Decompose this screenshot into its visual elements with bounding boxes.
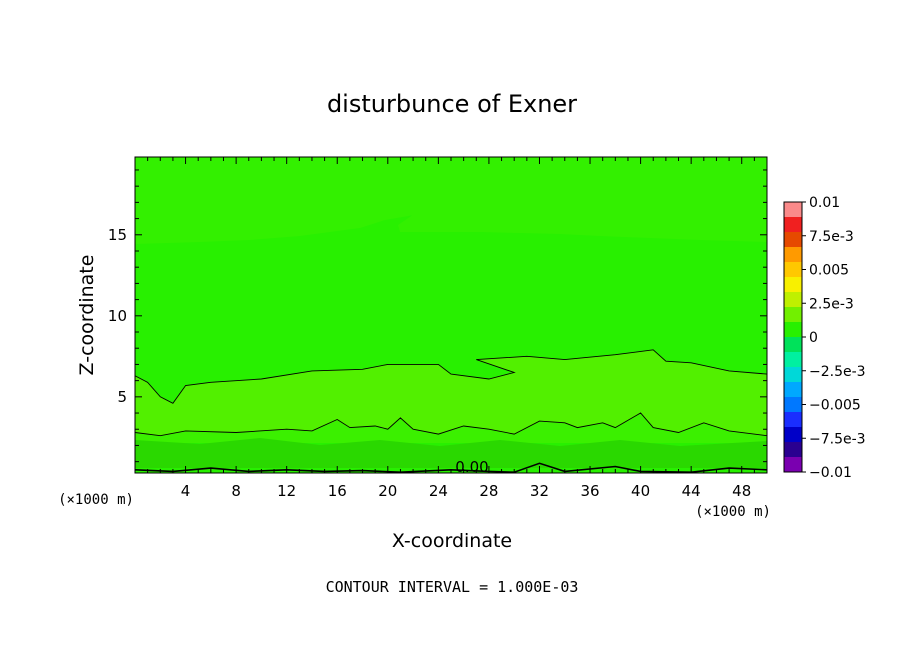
- x-tick-label: 20: [378, 482, 397, 500]
- x-tick-label: 32: [530, 482, 549, 500]
- colorbar-label: 0.01: [809, 195, 840, 211]
- band-mid: [135, 349, 767, 436]
- y-tick-label: 5: [117, 388, 127, 406]
- y-axis-ticks: 5 10 15: [108, 169, 767, 463]
- colorbar-label: −2.5e-3: [809, 364, 866, 380]
- x-tick-label: 8: [231, 482, 241, 500]
- colorbar-label: 7.5e-3: [809, 229, 854, 245]
- colorbar-swatch: [784, 292, 802, 308]
- x-tick-label: 48: [732, 482, 751, 500]
- colorbar-swatch: [784, 277, 802, 293]
- colorbar: [783, 201, 803, 473]
- colorbar-swatch: [784, 427, 802, 443]
- colorbar-swatch: [784, 262, 802, 278]
- colorbar-swatch: [784, 202, 802, 218]
- x-axis-label: X-coordinate: [392, 530, 512, 552]
- contour-bottom: [135, 462, 767, 473]
- x-tick-label: 40: [631, 482, 650, 500]
- band-upper-light: [135, 157, 767, 244]
- colorbar-swatch: [784, 397, 802, 413]
- colorbar-swatch: [784, 442, 802, 458]
- colorbar-label: −0.005: [809, 398, 861, 414]
- colorbar-swatch: [784, 382, 802, 398]
- contour-label: 0.00: [455, 458, 488, 476]
- band-low: [135, 413, 767, 443]
- x-axis-ticks: 4 8 12 16 20 24 28 32 36 40 44 48: [147, 157, 755, 500]
- colorbar-swatch: [784, 412, 802, 428]
- contour-upper: [135, 349, 767, 404]
- colorbar-swatch: [784, 232, 802, 248]
- x-unit-right: (×1000 m): [695, 504, 771, 520]
- colorbar-swatch: [784, 337, 802, 353]
- colorbar-label: 0: [809, 330, 818, 346]
- colorbar-label: −7.5e-3: [809, 431, 866, 447]
- colorbar-label: −0.01: [809, 465, 852, 481]
- colorbar-label: 0.005: [809, 263, 849, 279]
- y-tick-label: 10: [108, 307, 127, 325]
- plot-area: [135, 157, 767, 473]
- colorbar-swatch: [784, 367, 802, 383]
- x-unit-left: (×1000 m): [58, 492, 134, 508]
- x-tick-label: 4: [181, 482, 191, 500]
- contour-lines: [135, 349, 767, 473]
- x-tick-label: 12: [277, 482, 296, 500]
- colorbar-swatch: [784, 457, 802, 473]
- colorbar-swatch: [784, 307, 802, 323]
- contour-middle: [135, 412, 767, 437]
- x-tick-label: 44: [682, 482, 701, 500]
- x-tick-label: 36: [580, 482, 599, 500]
- colorbar-labels: 0.01 7.5e-3 0.005 2.5e-3 0 −2.5e-3 −0.005 −7.5e…: [802, 195, 866, 481]
- colorbar-swatch: [784, 247, 802, 263]
- x-tick-label: 16: [328, 482, 347, 500]
- colorbar-swatch: [784, 322, 802, 338]
- colorbar-label: 2.5e-3: [809, 296, 854, 312]
- colorbar-swatch: [784, 217, 802, 233]
- x-tick-label: 28: [479, 482, 498, 500]
- footer-contour-interval: CONTOUR INTERVAL = 1.000E-03: [326, 578, 579, 596]
- chart-title: disturbunce of Exner: [327, 90, 577, 118]
- band-bottom: [135, 438, 767, 468]
- y-tick-label: 15: [108, 226, 127, 244]
- y-axis-label: Z-coordinate: [76, 255, 98, 376]
- x-tick-label: 24: [429, 482, 448, 500]
- colorbar-swatch: [784, 352, 802, 368]
